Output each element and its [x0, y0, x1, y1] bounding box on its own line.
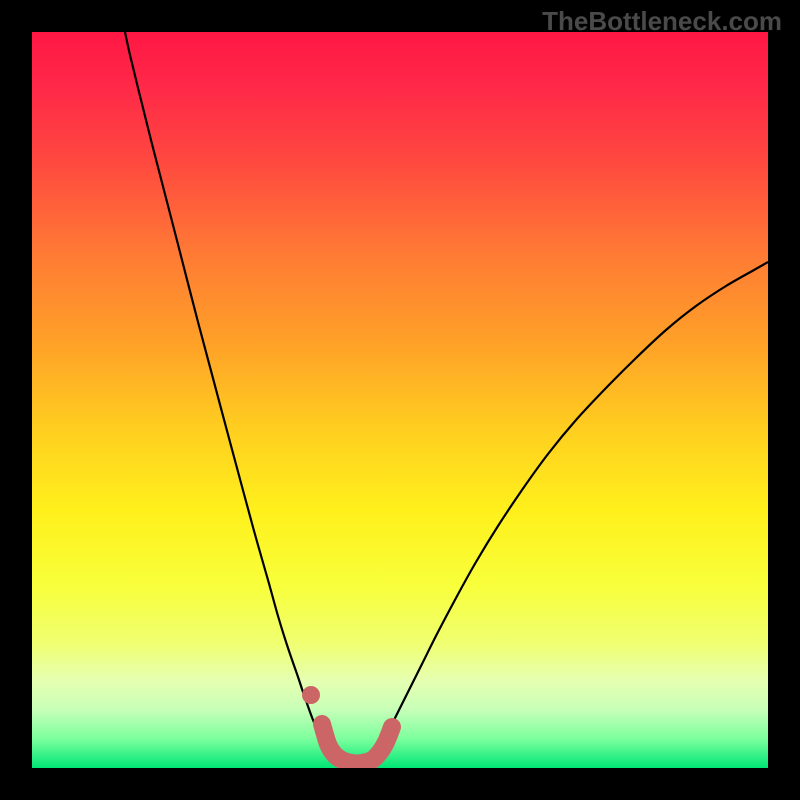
watermark-text: TheBottleneck.com	[542, 6, 782, 37]
plot-area	[32, 32, 768, 768]
chart-frame: TheBottleneck.com	[0, 0, 800, 800]
gradient-background	[32, 32, 768, 768]
